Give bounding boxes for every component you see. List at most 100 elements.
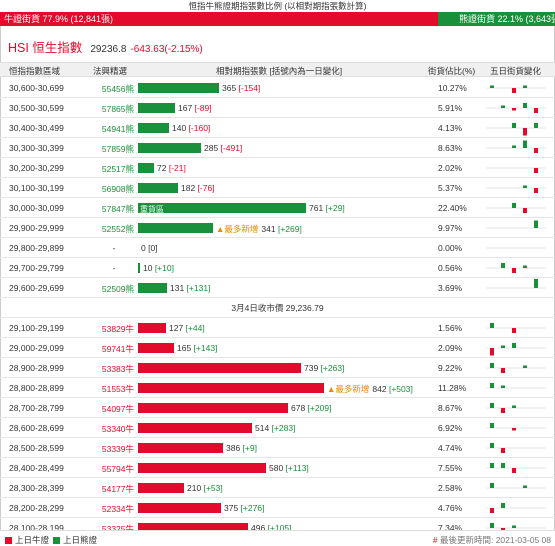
spark-bar	[512, 428, 516, 431]
range-label: 30,200-30,299	[9, 163, 64, 173]
range-label: 28,700-28,799	[9, 403, 64, 413]
warrant-code[interactable]: 57859熊	[101, 144, 134, 154]
spark-bar	[501, 368, 505, 373]
header-trend: 五日街貨變化	[490, 66, 542, 76]
range-label: 29,000-29,099	[9, 343, 64, 353]
share-percent: 4.74%	[438, 443, 463, 453]
spark-bar	[534, 220, 538, 228]
share-percent: 2.02%	[438, 163, 463, 173]
bull-row: 28,300-28,399 54177牛 210 [+53] 2.58%	[0, 478, 555, 498]
warrant-code[interactable]: 56908熊	[101, 184, 134, 194]
value-label: 514 [+283]	[255, 423, 295, 433]
spark-bar	[512, 268, 516, 273]
value-label: 167 [-89]	[178, 103, 212, 113]
range-label: 29,800-29,899	[9, 243, 64, 253]
spark-bar	[523, 365, 527, 368]
change-value: [+10]	[154, 263, 174, 273]
warrant-code[interactable]: 57865熊	[101, 104, 134, 114]
index-price: 29236.8	[90, 44, 127, 55]
spark-bar	[523, 128, 527, 136]
warrant-code[interactable]: 59741牛	[101, 344, 134, 354]
share-percent: 7.34%	[438, 523, 463, 533]
trend-sparkline	[486, 323, 546, 333]
share-percent: 1.56%	[438, 323, 463, 333]
bull-row: 28,600-28,699 53340牛 514 [+283] 6.92%	[0, 418, 555, 438]
warrant-code[interactable]: 54177牛	[101, 484, 134, 494]
spark-bar	[501, 263, 505, 268]
warrant-code[interactable]: 51553牛	[101, 384, 134, 394]
value-bar	[138, 263, 140, 273]
spark-bar	[501, 105, 505, 108]
share-percent: 7.55%	[438, 463, 463, 473]
trend-sparkline	[486, 185, 546, 193]
bear-row: 30,500-30,599 57865熊 167 [-89] 5.91%	[0, 98, 555, 118]
value-bar	[138, 363, 301, 373]
change-value: [+113]	[285, 463, 309, 473]
update-time-label: 最後更新時間: 2021-03-05 08	[439, 535, 551, 545]
trend-sparkline	[486, 123, 546, 136]
warrant-code[interactable]: 53829牛	[101, 324, 134, 334]
update-time: # 最後更新時間: 2021-03-05 08	[433, 534, 551, 546]
value-label: 140 [-160]	[172, 123, 210, 133]
warrant-code[interactable]: 54941熊	[101, 124, 134, 134]
warrant-code[interactable]: 53383牛	[101, 364, 134, 374]
spark-bar	[512, 123, 516, 128]
warrant-code[interactable]: 53325牛	[101, 524, 134, 534]
warrant-code[interactable]: 52334牛	[101, 504, 134, 514]
index-header: HSI 恒生指數 29236.8 -643.63(-2.15%)	[8, 37, 203, 55]
warrant-code[interactable]: 55794牛	[101, 464, 134, 474]
warrant-code[interactable]: 53339牛	[101, 444, 134, 454]
spark-bar	[523, 265, 527, 268]
value-bar	[138, 423, 252, 433]
change-value: [-89]	[194, 103, 212, 113]
warrant-code[interactable]: 53340牛	[101, 424, 134, 434]
change-value: [0]	[148, 243, 158, 253]
table-header: 恒指指數區域 法興精選 相對期指張數 [括號內為一日變化] 街貨佔比(%) 五日…	[0, 62, 555, 77]
change-value: [+53]	[203, 483, 223, 493]
bear-row: 30,400-30,499 54941熊 140 [-160] 4.13%	[0, 118, 555, 138]
warrant-code[interactable]: 57847熊	[101, 204, 134, 214]
change-value: [+143]	[193, 343, 218, 353]
range-label: 28,900-28,999	[9, 363, 64, 373]
trend-sparkline	[486, 363, 546, 373]
header-range: 恒指指數區域	[9, 66, 61, 76]
value-number: 842	[372, 384, 389, 394]
spark-bar	[501, 408, 505, 413]
warrant-code[interactable]: 52509熊	[101, 284, 134, 294]
legend-bull: 上日牛證	[5, 534, 49, 546]
value-number: 127	[169, 323, 186, 333]
share-percent: 22.40%	[438, 203, 467, 213]
warrant-code[interactable]: 55456熊	[101, 84, 134, 94]
heavy-zone-tag: 重貨區	[140, 205, 164, 214]
index-change: -643.63(-2.15%)	[130, 44, 203, 55]
value-number: 375	[224, 503, 241, 513]
spark-bar	[490, 483, 494, 488]
value-label: 131 [+131]	[170, 283, 210, 293]
value-label: 365 [-154]	[222, 83, 260, 93]
spark-bar	[523, 185, 527, 188]
spark-bar	[534, 168, 538, 173]
trend-sparkline	[486, 103, 546, 113]
share-percent: 8.67%	[438, 403, 463, 413]
value-label: 72 [-21]	[157, 163, 186, 173]
bear-row: 30,600-30,699 55456熊 365 [-154] 10.27%	[0, 78, 555, 98]
spark-bar	[501, 463, 505, 468]
bear-ratio: 熊證街貨 22.1% (3,643張)	[438, 12, 555, 26]
trend-sparkline	[486, 403, 546, 413]
warrant-code[interactable]: 54097牛	[101, 404, 134, 414]
value-label: 182 [-76]	[181, 183, 215, 193]
change-value: [+44]	[185, 323, 205, 333]
share-percent: 11.28%	[438, 383, 467, 393]
warrant-code[interactable]: 52552熊	[101, 224, 134, 234]
value-bar	[138, 463, 266, 473]
spark-bar	[512, 405, 516, 408]
warrant-code[interactable]: 52517熊	[101, 164, 134, 174]
value-label: 678 [+209]	[291, 403, 331, 413]
bear-swatch	[53, 536, 60, 544]
share-percent: 9.22%	[438, 363, 463, 373]
spark-bar	[490, 403, 494, 408]
change-value: [-76]	[197, 183, 215, 193]
spark-bar	[490, 383, 494, 388]
share-percent: 5.91%	[438, 103, 463, 113]
page-title: 恒指牛熊證期指張數比例 (以相對期指張數計算)	[0, 0, 555, 12]
